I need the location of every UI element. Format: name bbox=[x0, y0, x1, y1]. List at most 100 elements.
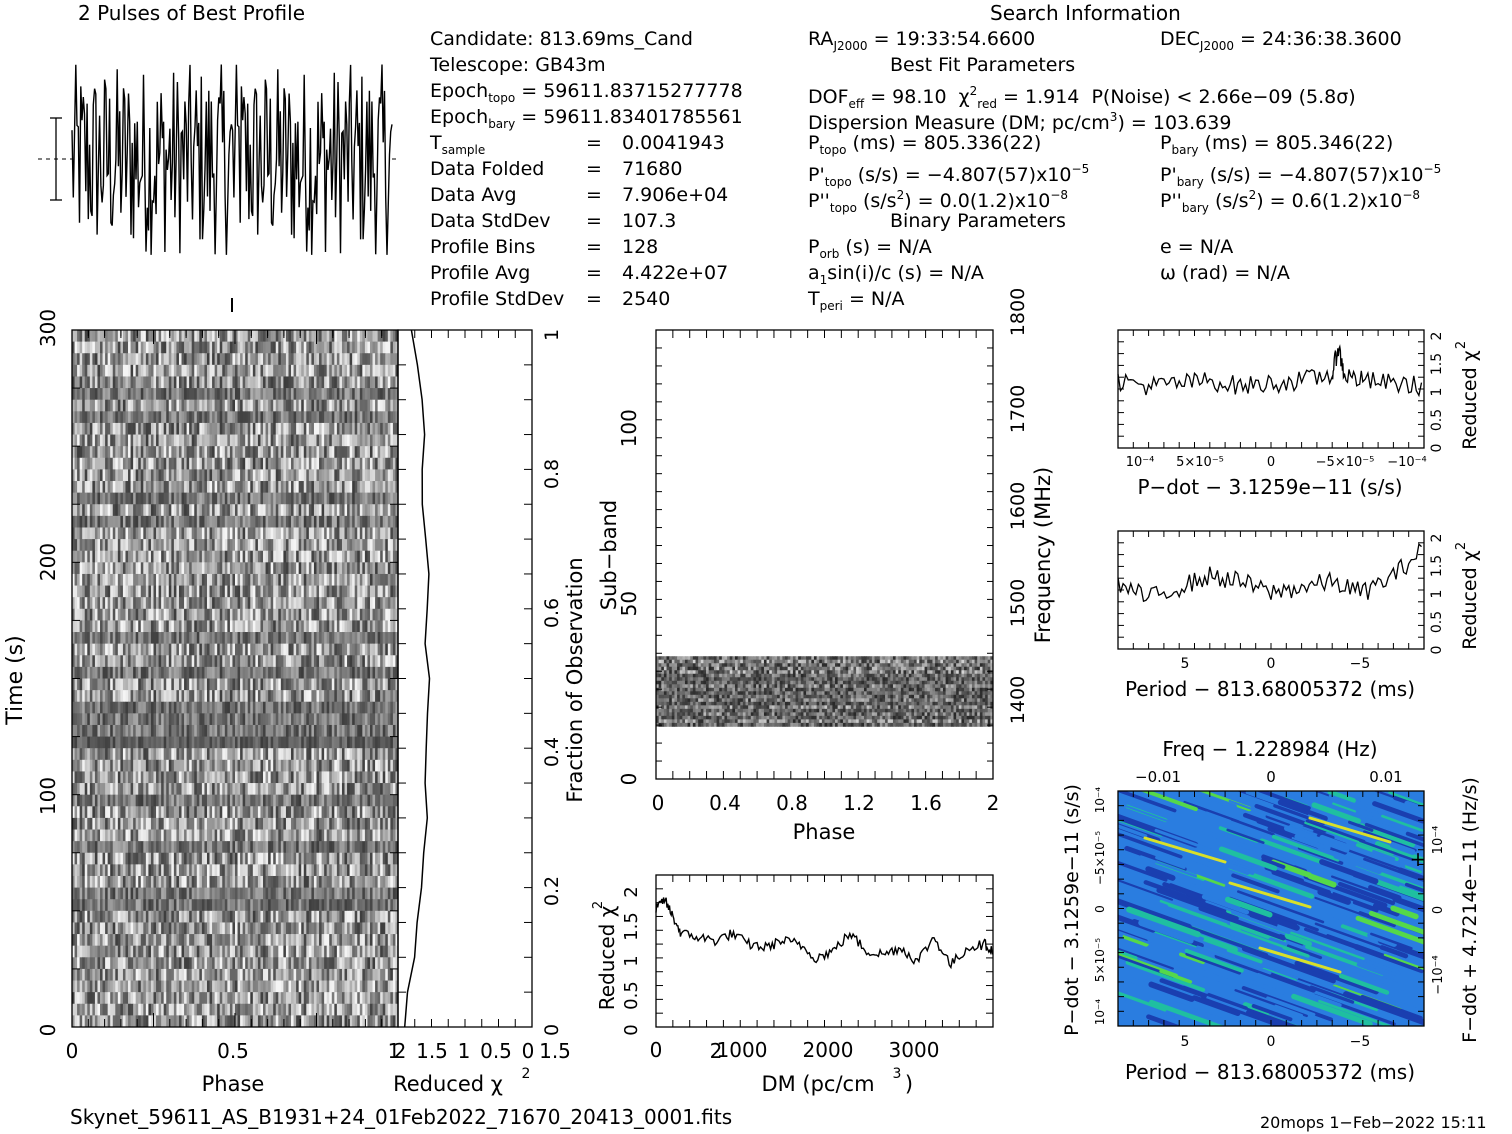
heatmap-cell bbox=[248, 737, 251, 749]
heatmap-cell bbox=[156, 388, 159, 400]
heatmap-cell bbox=[75, 330, 78, 342]
heatmap-cell bbox=[138, 423, 141, 435]
heatmap-cell bbox=[278, 609, 281, 621]
heatmap-cell bbox=[350, 609, 353, 621]
heatmap-cell bbox=[174, 353, 177, 365]
heatmap-cell bbox=[146, 562, 149, 574]
heatmap-cell bbox=[278, 655, 281, 667]
heatmap-cell bbox=[133, 458, 136, 470]
heatmap-cell bbox=[271, 609, 274, 621]
heatmap-cell bbox=[309, 516, 312, 528]
heatmap-cell bbox=[263, 655, 266, 667]
heatmap-cell bbox=[136, 644, 139, 656]
heatmap-cell bbox=[187, 516, 190, 528]
heatmap-cell bbox=[235, 527, 238, 539]
heatmap-cell bbox=[370, 446, 373, 458]
heatmap-cell bbox=[136, 562, 139, 574]
heatmap-cell bbox=[337, 737, 340, 749]
heatmap-cell bbox=[182, 609, 185, 621]
heatmap-cell bbox=[210, 655, 213, 667]
heatmap-cell bbox=[296, 609, 299, 621]
heatmap-cell bbox=[383, 411, 386, 423]
heatmap-cell bbox=[281, 562, 284, 574]
heatmap-cell bbox=[378, 376, 381, 388]
heatmap-cell bbox=[90, 481, 93, 493]
heatmap-cell bbox=[230, 353, 233, 365]
heatmap-cell bbox=[174, 655, 177, 667]
heatmap-cell bbox=[283, 760, 286, 772]
heatmap-cell bbox=[222, 655, 225, 667]
heatmap-cell bbox=[281, 411, 284, 423]
heatmap-cell bbox=[375, 574, 378, 586]
heatmap-cell bbox=[202, 655, 205, 667]
heatmap-cell bbox=[245, 527, 248, 539]
heatmap-cell bbox=[212, 539, 215, 551]
heatmap-cell bbox=[329, 504, 332, 516]
heatmap-cell bbox=[370, 760, 373, 772]
heatmap-cell bbox=[345, 423, 348, 435]
heatmap-cell bbox=[243, 423, 246, 435]
heatmap-cell bbox=[136, 353, 139, 365]
heatmap-cell bbox=[146, 446, 149, 458]
heatmap-cell bbox=[255, 423, 258, 435]
heatmap-cell bbox=[339, 551, 342, 563]
heatmap-cell bbox=[296, 493, 299, 505]
heatmap-cell bbox=[154, 446, 157, 458]
heatmap-cell bbox=[92, 655, 95, 667]
heatmap-cell bbox=[243, 713, 246, 725]
heatmap-cell bbox=[161, 586, 164, 598]
heatmap-cell bbox=[260, 679, 263, 691]
heatmap-cell bbox=[225, 748, 228, 760]
heatmap-cell bbox=[296, 667, 299, 679]
heatmap-cell bbox=[222, 562, 225, 574]
heatmap-cell bbox=[212, 644, 215, 656]
heatmap-cell bbox=[138, 527, 141, 539]
heatmap-cell bbox=[95, 527, 98, 539]
heatmap-cell bbox=[390, 435, 393, 447]
heatmap-cell bbox=[220, 353, 223, 365]
heatmap-cell bbox=[77, 481, 80, 493]
heatmap-cell bbox=[146, 597, 149, 609]
heatmap-cell bbox=[156, 469, 159, 481]
heatmap-cell bbox=[309, 400, 312, 412]
heatmap-cell bbox=[345, 597, 348, 609]
heatmap-cell bbox=[212, 493, 215, 505]
heatmap-cell bbox=[288, 516, 291, 528]
heatmap-cell bbox=[322, 400, 325, 412]
heatmap-cell bbox=[215, 644, 218, 656]
heatmap-cell bbox=[125, 388, 128, 400]
heatmap-cell bbox=[217, 376, 220, 388]
heatmap-cell bbox=[230, 644, 233, 656]
heatmap-cell bbox=[146, 632, 149, 644]
heatmap-cell bbox=[304, 365, 307, 377]
heatmap-cell bbox=[151, 609, 154, 621]
heatmap-cell bbox=[220, 702, 223, 714]
heatmap-cell bbox=[268, 562, 271, 574]
heatmap-cell bbox=[80, 527, 83, 539]
heatmap-cell bbox=[202, 504, 205, 516]
heatmap-cell bbox=[342, 330, 345, 342]
heatmap-cell bbox=[184, 365, 187, 377]
heatmap-cell bbox=[148, 493, 151, 505]
heatmap-cell bbox=[210, 388, 213, 400]
heatmap-cell bbox=[189, 597, 192, 609]
heatmap-cell bbox=[159, 539, 162, 551]
heatmap-cell bbox=[151, 504, 154, 516]
heatmap-cell bbox=[355, 446, 358, 458]
heatmap-cell bbox=[128, 330, 131, 342]
heatmap-cell bbox=[230, 690, 233, 702]
heatmap-cell bbox=[97, 504, 100, 516]
heatmap-cell bbox=[250, 586, 253, 598]
heatmap-cell bbox=[288, 527, 291, 539]
heatmap-cell bbox=[317, 551, 320, 563]
heatmap-cell bbox=[299, 597, 302, 609]
heatmap-cell bbox=[164, 516, 167, 528]
heatmap-cell bbox=[204, 388, 207, 400]
heatmap-cell bbox=[232, 702, 235, 714]
heatmap-cell bbox=[255, 493, 258, 505]
heatmap-cell bbox=[95, 469, 98, 481]
heatmap-cell bbox=[128, 586, 131, 598]
heatmap-cell bbox=[355, 551, 358, 563]
heatmap-cell bbox=[245, 400, 248, 412]
heatmap-cell bbox=[80, 504, 83, 516]
